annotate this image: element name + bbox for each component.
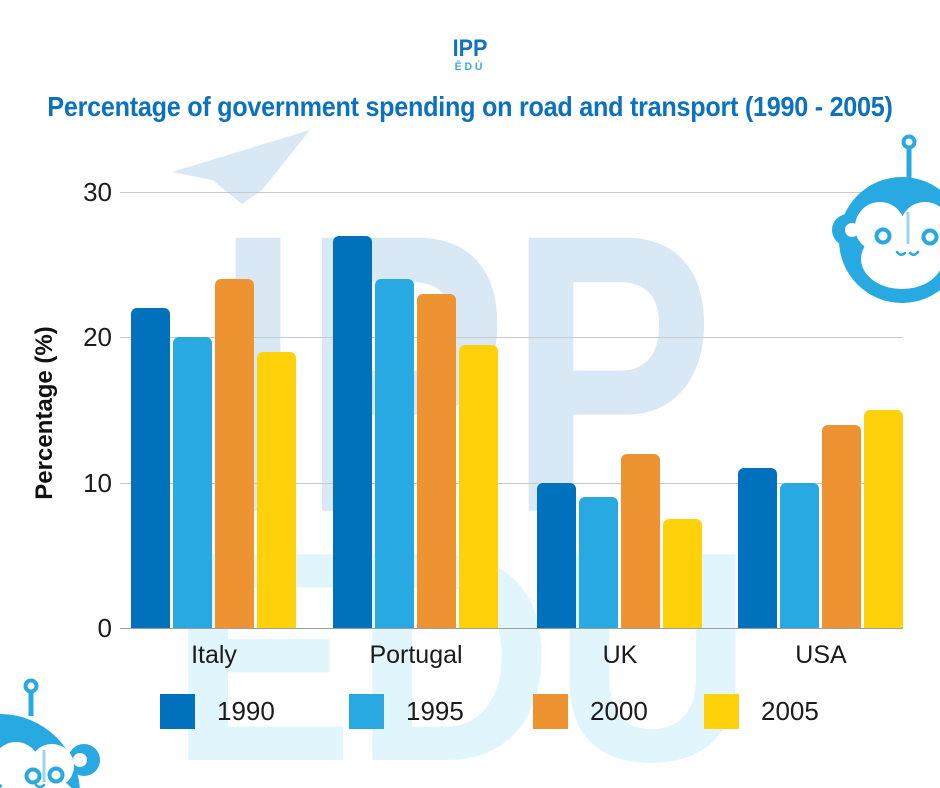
legend-label: 2000 <box>590 696 648 726</box>
x-category-label-portugal: Portugal <box>369 641 463 669</box>
paper-plane-fold-icon <box>210 178 262 204</box>
y-tick-label: 20 <box>83 322 112 352</box>
legend-label: 1995 <box>406 696 464 726</box>
bar-uk-1990 <box>537 483 576 628</box>
bar-usa-2000 <box>822 425 861 628</box>
bar-usa-2005 <box>864 410 903 628</box>
bar-italy-2000 <box>215 279 254 628</box>
y-tick-label: 30 <box>83 177 112 207</box>
legend-swatch <box>533 694 568 729</box>
gridline <box>120 483 903 484</box>
legend-item-1995: 1995 <box>349 694 464 729</box>
legend: 1990 1995 2000 2005 <box>0 694 940 734</box>
bar-italy-1995 <box>173 337 212 628</box>
bar-usa-1995 <box>780 483 819 628</box>
bar-uk-2005 <box>663 519 702 628</box>
monkey-mascot-bottom-left-icon <box>0 678 100 788</box>
logo: IPP ĒDU̇ <box>0 35 940 74</box>
bar-uk-2000 <box>621 454 660 628</box>
legend-swatch <box>160 694 195 729</box>
legend-swatch <box>349 694 384 729</box>
gridline <box>120 337 903 338</box>
bar-portugal-2005 <box>459 345 498 628</box>
paper-plane-icon <box>172 130 310 190</box>
y-axis-title: Percentage (%) <box>31 326 58 500</box>
bar-uk-1995 <box>579 497 618 628</box>
x-category-label-italy: Italy <box>191 641 237 669</box>
logo-subtext: ĒDU̇ <box>454 61 486 73</box>
x-category-label-uk: UK <box>602 641 638 669</box>
bar-portugal-2000 <box>417 294 456 628</box>
gridline <box>120 192 903 193</box>
legend-label: 1990 <box>217 696 275 726</box>
x-category-label-usa: USA <box>795 641 847 669</box>
monkey-mascot-top-right-icon <box>832 134 940 303</box>
legend-label: 2005 <box>761 696 819 726</box>
bar-usa-1990 <box>738 468 777 628</box>
bar-italy-2005 <box>257 352 296 628</box>
y-tick-label: 10 <box>83 468 112 498</box>
y-tick-label: 0 <box>97 613 112 643</box>
x-axis-line <box>120 628 903 629</box>
legend-swatch <box>704 694 739 729</box>
bar-italy-1990 <box>131 308 170 628</box>
bar-portugal-1995 <box>375 279 414 628</box>
legend-item-1990: 1990 <box>160 694 275 729</box>
bar-portugal-1990 <box>333 236 372 628</box>
chart-title: Percentage of government spending on roa… <box>47 91 893 122</box>
legend-item-2005: 2005 <box>704 694 819 729</box>
legend-item-2000: 2000 <box>533 694 648 729</box>
logo-text: IPP <box>452 35 488 62</box>
